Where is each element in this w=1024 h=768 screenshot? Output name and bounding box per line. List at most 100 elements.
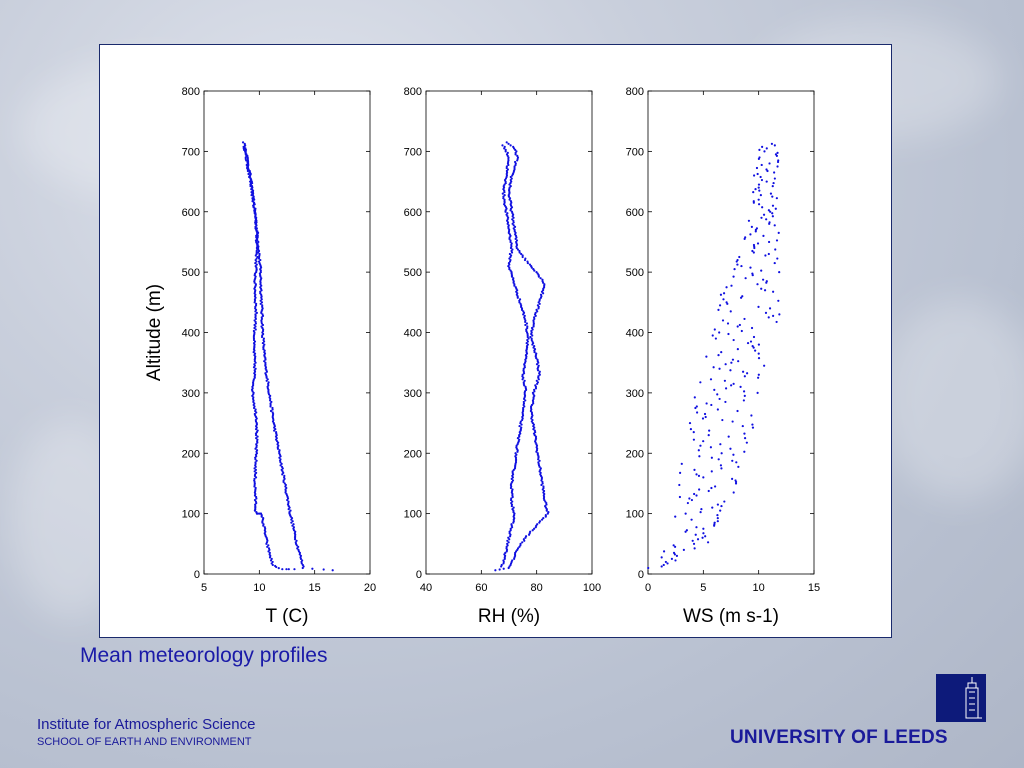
ytick-label: 800 [626,86,644,98]
xtick-label: 60 [475,582,487,594]
data-point [736,325,739,328]
ytick-label: 600 [404,207,422,219]
data-point [271,563,274,567]
data-point [716,517,719,520]
data-point [254,468,257,471]
data-point [520,423,523,426]
ytick-label: 0 [194,569,200,581]
data-point [514,148,517,151]
data-point [765,218,768,221]
ytick-label: 700 [626,146,644,158]
data-point [699,444,702,447]
data-point [290,521,293,524]
data-point [273,426,276,429]
data-point [705,355,708,358]
data-point [254,261,257,265]
data-point [731,358,735,361]
data-point [531,334,534,337]
data-point [538,459,541,462]
data-point [505,141,508,144]
data-point [523,405,526,408]
data-point [507,566,510,570]
data-point [542,517,545,520]
data-point [694,533,697,536]
data-point [756,283,759,286]
ytick-label: 700 [404,146,422,158]
data-point [544,515,547,518]
data-point [754,349,757,352]
data-point [245,159,248,162]
data-point [255,411,258,414]
data-point [260,289,263,292]
data-point [535,357,538,360]
ytick-label: 500 [626,267,644,279]
data-point [725,286,728,289]
ytick-label: 300 [626,388,644,400]
data-point [755,227,759,230]
data-point [540,476,543,479]
data-point [503,191,506,194]
data-point [762,213,766,216]
data-point [522,397,526,401]
data-point [279,464,282,467]
data-point [255,219,258,222]
data-point [534,387,538,390]
data-point [759,194,762,197]
data-point [255,501,258,505]
data-point [747,219,751,222]
data-point [513,283,516,286]
data-point [291,520,294,523]
data-point [511,174,514,177]
axes-box-0 [203,90,371,575]
data-point [732,491,735,494]
data-point [738,255,741,259]
data-point [686,501,689,505]
ytick-label: 500 [404,267,422,279]
data-point [260,311,263,314]
data-point [249,183,252,186]
data-point [532,346,535,349]
data-point [514,237,517,241]
ytick-label: 400 [404,328,422,340]
ytick-label: 0 [416,569,422,581]
data-point [777,159,780,162]
data-point [729,310,732,313]
school-name: SCHOOL OF EARTH AND ENVIRONMENT [37,736,252,748]
data-point [778,271,781,274]
data-point [504,181,507,185]
data-point [699,511,702,514]
data-point [722,292,726,295]
data-point [743,450,746,453]
data-point [732,382,735,385]
data-point [523,366,526,369]
data-point [694,406,697,410]
data-point [508,535,512,538]
data-point [522,313,525,316]
data-point [268,399,272,402]
data-point [253,485,256,488]
data-point [508,183,511,186]
data-point [706,541,710,544]
data-point [713,521,716,524]
data-point [689,428,693,431]
xtick-label: 10 [253,582,265,594]
data-point [259,290,262,293]
data-point [721,319,725,322]
data-point [506,539,509,542]
data-point [712,366,715,369]
data-point [743,432,746,435]
data-point [695,473,698,476]
data-point [540,290,544,293]
data-point [301,566,304,570]
data-point [660,556,663,559]
data-point [504,150,507,153]
xtick-label: 10 [753,582,765,594]
data-point [723,379,726,382]
data-point [773,224,776,227]
data-point [270,562,273,565]
data-point [684,512,687,515]
data-point [695,494,698,497]
data-point [743,437,747,440]
data-point [253,281,256,284]
